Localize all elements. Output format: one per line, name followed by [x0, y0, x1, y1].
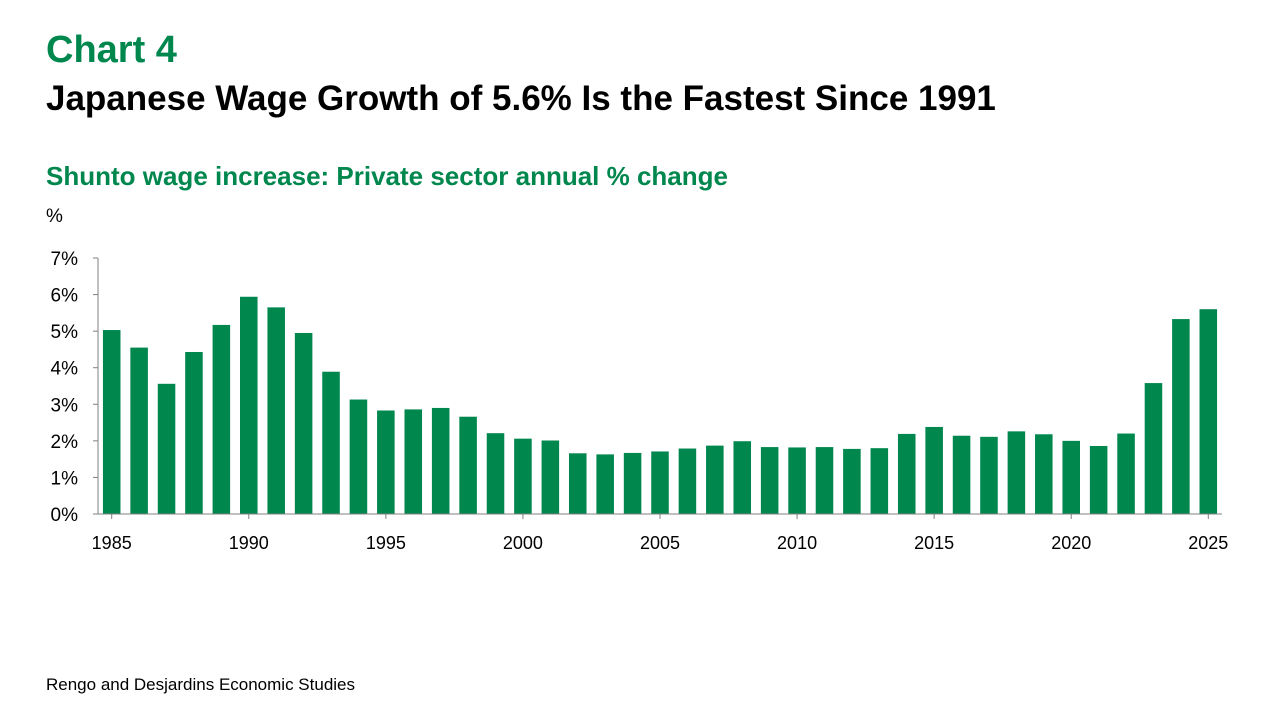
- bar-1991: [267, 307, 285, 514]
- bar-2008: [733, 441, 752, 514]
- bar-1996: [404, 409, 423, 514]
- bar-2023: [1144, 383, 1163, 514]
- chart-subtitle: Shunto wage increase: Private sector ann…: [46, 161, 728, 191]
- y-axis-ticks: 0% 1% 2% 3% 4% 5% 6% 7%: [51, 249, 98, 526]
- bar-2007: [706, 445, 724, 514]
- bar-2016: [952, 435, 971, 514]
- bar-2010: [788, 447, 806, 514]
- bar-2002: [568, 453, 587, 514]
- y-tick-label: 4%: [51, 359, 79, 380]
- bar-2000: [514, 438, 532, 514]
- y-tick-label: 6%: [51, 286, 79, 307]
- x-tick-label: 1985: [92, 533, 132, 553]
- bar-2003: [596, 454, 614, 514]
- bar-2022: [1117, 433, 1135, 514]
- x-tick-label: 2015: [914, 533, 954, 553]
- bar-2021: [1089, 445, 1108, 514]
- y-tick-label: 2%: [51, 432, 79, 453]
- y-tick-label: 1%: [51, 468, 79, 489]
- y-tick-label: 7%: [51, 249, 79, 270]
- bar-2005: [651, 451, 669, 514]
- y-tick-label: 5%: [51, 322, 79, 343]
- bar-2006: [678, 448, 697, 514]
- chart-label: Chart 4: [46, 29, 177, 71]
- bar-1986: [130, 347, 148, 514]
- source-note: Rengo and Desjardins Economic Studies: [46, 675, 356, 694]
- bar-1990: [240, 296, 258, 514]
- bar-1999: [486, 433, 505, 514]
- bar-2025: [1199, 309, 1218, 514]
- bar-2004: [623, 452, 642, 514]
- bar-1993: [322, 371, 340, 514]
- x-axis-ticks: 1985 1990 1995 2000 2005 2010 2015 2020 2025: [92, 514, 1228, 553]
- bar-2011: [815, 447, 834, 514]
- bar-2009: [760, 447, 779, 514]
- x-tick-label: 2010: [777, 533, 817, 553]
- bar-1997: [431, 407, 450, 514]
- bar-2024: [1172, 319, 1190, 514]
- bar-1998: [459, 416, 477, 514]
- y-tick-label: 0%: [51, 505, 79, 526]
- y-axis-unit-label: %: [46, 206, 63, 227]
- bar-1988: [185, 351, 203, 514]
- chart-title: Japanese Wage Growth of 5.6% Is the Fast…: [46, 79, 996, 118]
- bar-1987: [157, 383, 176, 514]
- bar-2013: [870, 448, 889, 514]
- y-tick-label: 3%: [51, 395, 79, 416]
- x-tick-label: 1995: [366, 533, 406, 553]
- bar-2017: [980, 436, 998, 514]
- bar-2001: [541, 440, 560, 514]
- bar-2015: [925, 426, 943, 514]
- x-tick-label: 2000: [503, 533, 543, 553]
- x-tick-label: 1990: [229, 533, 269, 553]
- bar-1989: [212, 324, 231, 514]
- bar-2014: [897, 433, 916, 514]
- bar-2018: [1007, 431, 1026, 514]
- bar-1994: [349, 399, 368, 514]
- bar-1995: [377, 410, 395, 514]
- bar-2019: [1035, 434, 1053, 514]
- bar-2012: [843, 448, 861, 514]
- bars-group: [102, 296, 1218, 514]
- bar-1992: [294, 332, 313, 514]
- bar-1985: [102, 330, 121, 514]
- bar-2020: [1062, 440, 1080, 514]
- x-tick-label: 2020: [1051, 533, 1091, 553]
- x-tick-label: 2005: [640, 533, 680, 553]
- x-tick-label: 2025: [1188, 533, 1228, 553]
